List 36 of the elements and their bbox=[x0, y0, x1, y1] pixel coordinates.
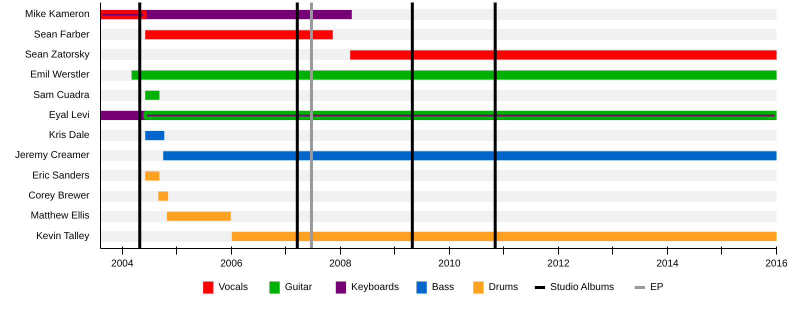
legend-label: Drums bbox=[488, 282, 518, 293]
y-tick-label: Mike Kameron bbox=[25, 9, 90, 20]
bar bbox=[145, 90, 160, 100]
legend-label: Studio Albums bbox=[550, 282, 614, 293]
y-tick-label: Jeremy Creamer bbox=[15, 150, 90, 162]
x-tick-label: 2008 bbox=[329, 258, 352, 270]
bar bbox=[145, 30, 333, 40]
legend-label: Keyboards bbox=[351, 282, 399, 293]
legend-label: EP bbox=[650, 282, 664, 293]
bar bbox=[232, 232, 776, 241]
y-tick-label: Emil Werstler bbox=[30, 70, 90, 81]
y-tick-label: Matthew Ellis bbox=[30, 210, 90, 222]
y-tick-label: Kris Dale bbox=[48, 130, 90, 142]
y-tick-label: Sean Zatorsky bbox=[25, 49, 90, 60]
x-tick-label: 2012 bbox=[547, 258, 570, 270]
x-tick-label: 2010 bbox=[438, 258, 461, 270]
bar bbox=[145, 131, 164, 140]
legend-label: Guitar bbox=[284, 282, 313, 293]
bar bbox=[132, 70, 776, 80]
legend-label: Vocals bbox=[218, 282, 248, 293]
y-tick-label: Eyal Levi bbox=[48, 110, 90, 121]
bar bbox=[167, 212, 231, 221]
x-tick-label: 2006 bbox=[220, 258, 243, 270]
bar bbox=[163, 151, 776, 160]
legend-label: Bass bbox=[432, 282, 454, 293]
bar bbox=[350, 50, 776, 60]
y-tick-label: Eric Sanders bbox=[32, 170, 90, 182]
x-tick-label: 2004 bbox=[111, 258, 134, 270]
bar bbox=[145, 171, 160, 180]
y-tick-label: Kevin Talley bbox=[36, 230, 90, 242]
x-tick-label: 2014 bbox=[656, 258, 680, 270]
y-tick-label: Corey Brewer bbox=[28, 190, 90, 202]
y-tick-label: Sean Farber bbox=[34, 29, 90, 40]
x-tick-label: 2016 bbox=[765, 258, 788, 270]
y-tick-label: Sam Cuadra bbox=[33, 90, 90, 101]
bar bbox=[158, 192, 168, 201]
